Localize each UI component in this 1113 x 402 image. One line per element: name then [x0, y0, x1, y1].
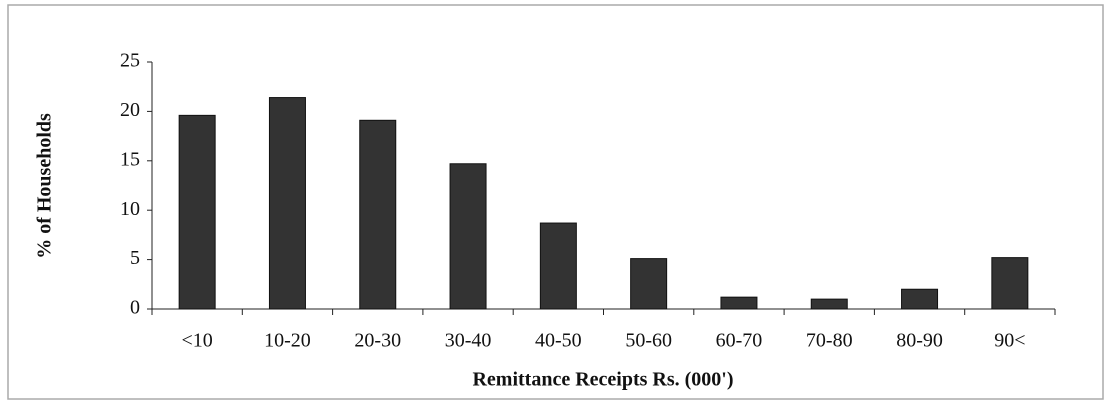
y-tick-label: 5 — [130, 247, 140, 269]
x-tick-label: 70-80 — [806, 330, 853, 352]
y-tick-label: 10 — [120, 198, 140, 220]
bar — [810, 298, 848, 310]
x-tick-label: 60-70 — [716, 330, 763, 352]
x-tick-label: 90< — [994, 330, 1025, 352]
bar — [449, 163, 487, 310]
bar — [720, 296, 758, 310]
y-axis-title: % of Households — [34, 113, 56, 259]
y-tick-label: 25 — [120, 50, 140, 72]
y-tick-label: 20 — [120, 99, 140, 121]
bar — [178, 114, 216, 310]
x-tick-label: 10-20 — [264, 330, 311, 352]
y-tick-label: 15 — [120, 148, 140, 170]
bar — [991, 257, 1029, 310]
bar — [268, 97, 306, 310]
x-tick-label: <10 — [182, 330, 213, 352]
chart-frame — [7, 4, 1104, 400]
x-axis-title: Remittance Receipts Rs. (000') — [472, 369, 733, 391]
bar — [359, 119, 397, 310]
y-tick-label: 0 — [130, 297, 140, 319]
x-tick-label: 20-30 — [354, 330, 401, 352]
bar — [539, 222, 577, 310]
bar — [630, 258, 668, 310]
bar — [901, 288, 939, 310]
x-tick-label: 80-90 — [896, 330, 943, 352]
x-tick-label: 40-50 — [535, 330, 582, 352]
x-tick-label: 30-40 — [445, 330, 492, 352]
x-tick-label: 50-60 — [625, 330, 672, 352]
